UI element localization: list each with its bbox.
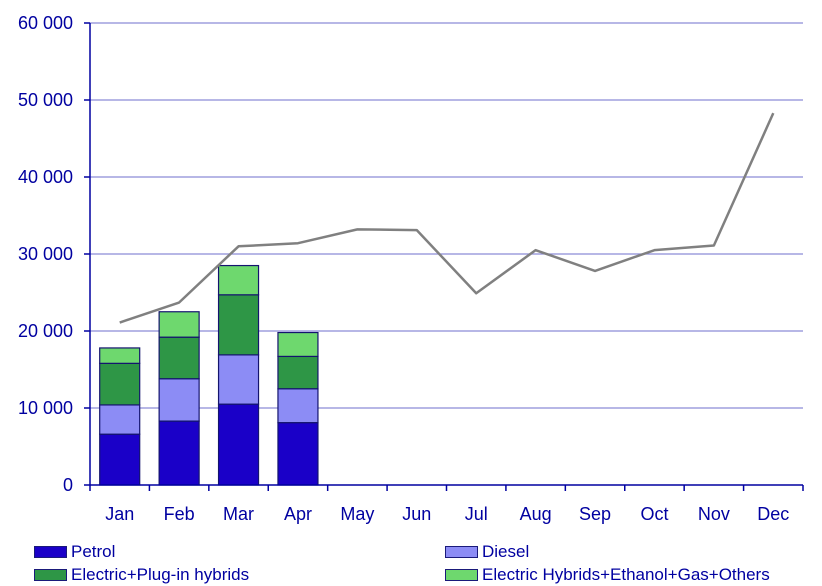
y-tick-label-0: 0 xyxy=(63,475,73,495)
x-tick-label-jan: Jan xyxy=(105,504,134,524)
bar-feb-series-0 xyxy=(158,420,200,486)
y-tick-label-1: 10 000 xyxy=(18,398,73,418)
legend-item-electric-plugin: Electric+Plug-in hybrids xyxy=(34,565,249,585)
legend-swatch-petrol xyxy=(34,546,67,558)
x-tick-label-jul: Jul xyxy=(465,504,488,524)
bar-mar-series-2 xyxy=(217,294,260,356)
x-tick-label-aug: Aug xyxy=(520,504,552,524)
y-axis-tick-labels: 0 10 000 20 000 30 000 40 000 50 000 60 000 xyxy=(18,13,73,495)
stacked-bars xyxy=(99,264,319,486)
legend-label-electric-plugin: Electric+Plug-in hybrids xyxy=(71,565,250,584)
legend-swatch-diesel xyxy=(445,546,478,558)
bar-apr-series-3 xyxy=(277,331,319,358)
bar-apr-series-1 xyxy=(277,388,319,424)
bar-feb-series-2 xyxy=(158,336,200,380)
legend-item-petrol: Petrol xyxy=(34,542,115,562)
y-tick-label-2: 20 000 xyxy=(18,321,73,341)
x-tick-label-jun: Jun xyxy=(402,504,431,524)
legend-item-electric-hybrids-others: Electric Hybrids+Ethanol+Gas+Others xyxy=(445,565,770,585)
y-tick-label-3: 30 000 xyxy=(18,244,73,264)
total-line-path xyxy=(119,112,775,324)
legend-swatch-electric-plugin xyxy=(34,569,67,581)
x-tick-label-may: May xyxy=(340,504,374,524)
x-tick-label-feb: Feb xyxy=(164,504,195,524)
y-tick-label-4: 40 000 xyxy=(18,167,73,187)
legend-label-electric-hybrids-others: Electric Hybrids+Ethanol+Gas+Others xyxy=(482,565,770,584)
x-tick-label-apr: Apr xyxy=(284,504,312,524)
x-tick-label-oct: Oct xyxy=(640,504,668,524)
bar-feb-series-1 xyxy=(158,378,200,422)
bar-apr-series-2 xyxy=(277,355,319,390)
y-tick-label-5: 50 000 xyxy=(18,90,73,110)
axes xyxy=(84,22,804,491)
legend-label-diesel: Diesel xyxy=(482,542,530,561)
bar-mar-series-1 xyxy=(217,354,260,405)
y-tick-label-6: 60 000 xyxy=(18,13,73,33)
legend-label-petrol: Petrol xyxy=(71,542,116,561)
bar-jan-series-2 xyxy=(99,362,141,406)
x-tick-label-mar: Mar xyxy=(223,504,254,524)
gridlines xyxy=(90,22,803,409)
bar-mar-series-0 xyxy=(217,403,260,486)
bar-jan-series-3 xyxy=(99,347,141,364)
legend-swatch-electric-hybrids-others xyxy=(445,569,478,581)
bar-mar-series-3 xyxy=(217,264,260,296)
legend: Petrol Diesel Electric+Plug-in hybrids E… xyxy=(0,540,822,586)
total-line xyxy=(119,112,775,324)
bar-jan-series-0 xyxy=(99,433,141,486)
x-tick-label-dec: Dec xyxy=(757,504,789,524)
legend-item-diesel: Diesel xyxy=(445,542,529,562)
bar-apr-series-0 xyxy=(277,422,319,486)
x-tick-label-sep: Sep xyxy=(579,504,611,524)
bar-jan-series-1 xyxy=(99,404,141,435)
x-axis-tick-labels: Jan Feb Mar Apr May Jun Jul Aug Sep Oct Nov Dec xyxy=(105,504,789,524)
x-tick-label-nov: Nov xyxy=(698,504,730,524)
bar-feb-series-3 xyxy=(158,311,200,338)
